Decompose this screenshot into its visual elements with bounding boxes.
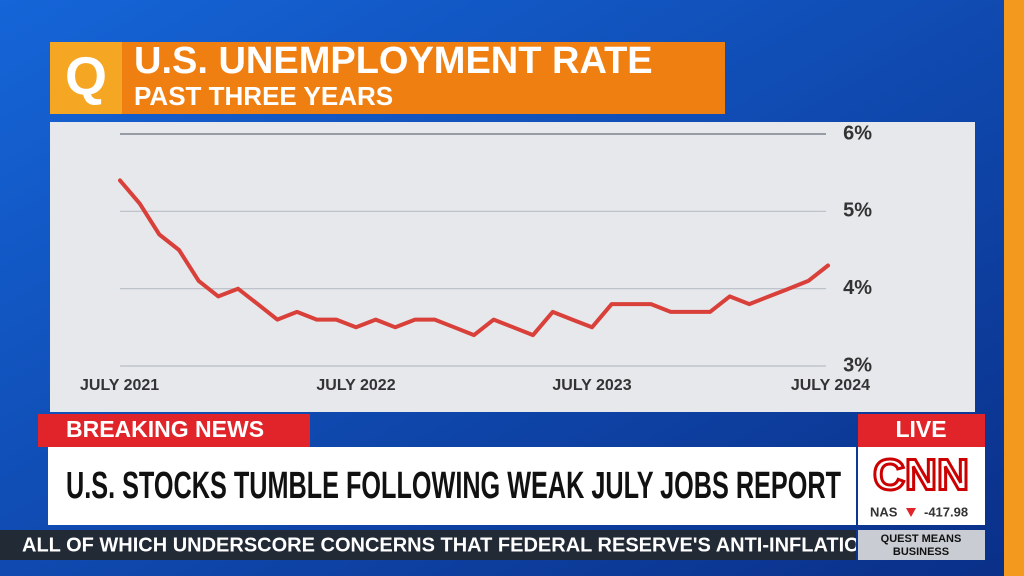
x-tick-label: JULY 2024 (791, 377, 870, 394)
side-stripe (1004, 0, 1024, 576)
live-label: LIVE (895, 416, 946, 442)
live-tab (858, 414, 985, 447)
chart-subtitle: PAST THREE YEARS (134, 81, 393, 111)
x-tick-label: JULY 2021 (80, 377, 159, 394)
breaking-tab (38, 414, 310, 447)
ticker-clip: ALL OF WHICH UNDERSCORE CONCERNS THAT FE… (22, 534, 860, 556)
network-box (858, 447, 985, 525)
program-line: BUSINESS (893, 546, 949, 558)
ticker-bar (0, 530, 856, 560)
logo: Q (65, 46, 107, 106)
y-tick-label: 3% (843, 354, 872, 376)
chart-panel (50, 122, 975, 412)
headline: U.S. STOCKS TUMBLE FOLLOWING WEAK JULY J… (66, 465, 841, 507)
data-line (118, 178, 830, 338)
breaking-label: BREAKING NEWS (66, 416, 264, 442)
chart-title: U.S. UNEMPLOYMENT RATE (134, 40, 653, 82)
x-tick-label: JULY 2022 (316, 377, 395, 394)
market-change: -417.98 (924, 504, 968, 519)
network-logo: CNN (873, 451, 969, 500)
headline-bar (48, 447, 856, 525)
y-tick-label: 4% (843, 277, 872, 299)
program-box (858, 530, 985, 560)
y-tick-label: 6% (843, 122, 872, 144)
plot: 3% 4% 5% 6% JULY 2021 JULY 2022 JULY 2023 JULY … (80, 122, 872, 394)
x-tick-label: JULY 2023 (552, 377, 631, 394)
header-box (50, 42, 725, 114)
y-tick-label: 5% (843, 200, 872, 222)
down-arrow (906, 508, 916, 517)
market-index: NAS (870, 504, 898, 519)
ticker-text: ALL OF WHICH UNDERSCORE CONCERNS THAT FE… (22, 534, 860, 556)
logo-box (50, 42, 122, 114)
program-line: QUEST MEANS (881, 533, 962, 545)
